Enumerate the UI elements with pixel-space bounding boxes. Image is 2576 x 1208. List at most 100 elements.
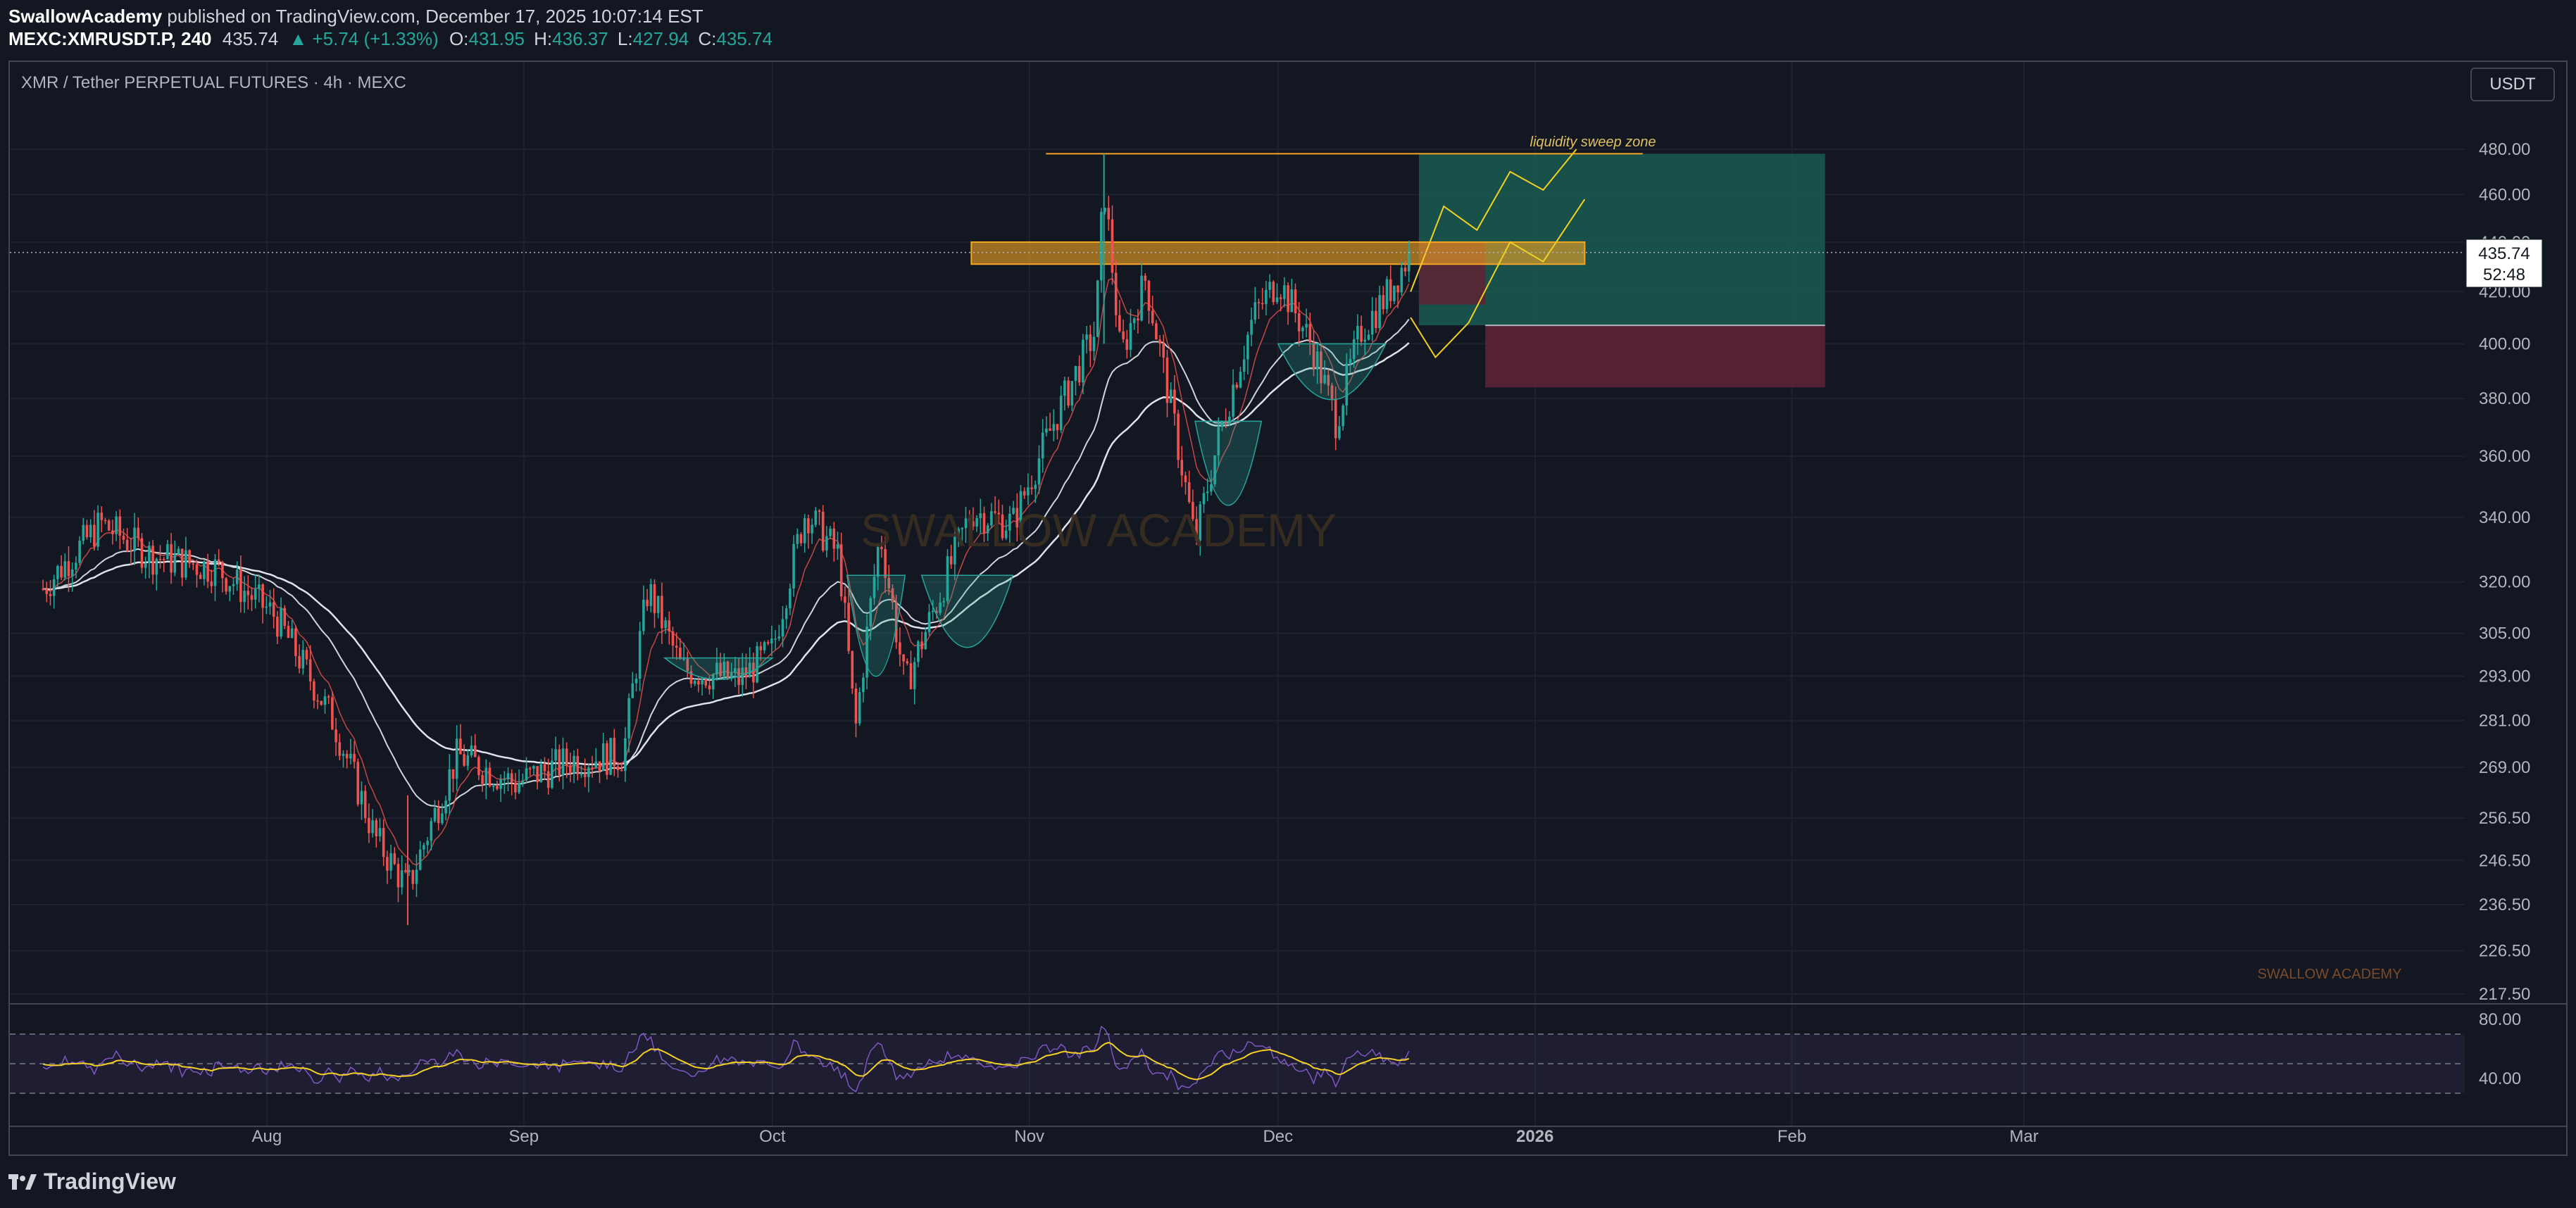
time-tick-label: Mar [2009, 1127, 2038, 1146]
candle-down [1049, 428, 1051, 431]
candle-up [979, 513, 982, 519]
candle-down [261, 584, 264, 608]
candle-down [104, 520, 107, 522]
candle-up [1132, 318, 1136, 323]
candle-down [459, 738, 462, 755]
candle-up [1253, 302, 1257, 320]
candle-down [569, 765, 572, 774]
candle-down [894, 602, 898, 643]
candle-down [675, 646, 678, 648]
candle-down [331, 697, 334, 730]
candle-down [887, 577, 891, 589]
candle-up [1100, 211, 1103, 281]
time-tick-label: Nov [1014, 1127, 1044, 1146]
instrument-title[interactable]: XMR / Tether PERPETUAL FUTURES · 4h · ME… [21, 73, 406, 92]
candle-up [627, 698, 630, 738]
price-tick-label: 281.00 [2479, 712, 2530, 731]
candle-down [689, 671, 693, 684]
candle-down [287, 626, 290, 638]
candle-up [931, 610, 934, 612]
candle-up [185, 550, 187, 578]
candle-down [162, 559, 165, 560]
candle-down [1155, 323, 1158, 340]
rsi-tick-label: 40.00 [2479, 1069, 2521, 1088]
candle-down [708, 685, 711, 690]
candle-up [503, 779, 506, 781]
candle-up [1202, 493, 1206, 505]
candle-down [1195, 519, 1198, 541]
candle-down [356, 762, 360, 805]
candle-down [1192, 502, 1194, 520]
candle-up [1008, 513, 1011, 531]
candle-down [122, 536, 125, 540]
author-name[interactable]: SwallowAcademy [8, 6, 163, 27]
candle-up [730, 673, 733, 679]
candle-down [1224, 421, 1227, 424]
candle-down [646, 599, 649, 607]
candle-up [1385, 279, 1389, 310]
candle-up [301, 650, 305, 669]
candle-up [177, 548, 180, 555]
candle-up [601, 743, 605, 772]
candle-down [847, 603, 850, 651]
watermark-center: SWALLOW ACADEMY [861, 504, 1337, 556]
candle-down [298, 655, 301, 669]
candle-up [784, 608, 788, 619]
ema-mid-line [43, 318, 1410, 808]
candle-down [451, 769, 455, 779]
candle-up [78, 541, 81, 563]
candle-up [624, 738, 627, 771]
tradingview-logo-icon [8, 1174, 37, 1190]
candle-down [272, 602, 275, 617]
candle-down [997, 512, 1001, 515]
candle-down [137, 527, 140, 539]
candle-up [1199, 504, 1202, 541]
candle-up [378, 828, 382, 836]
candle-up [539, 764, 543, 783]
candle-up [609, 738, 612, 775]
candle-down [1396, 285, 1399, 293]
candle-up [1315, 351, 1319, 370]
candle-down [1122, 331, 1125, 339]
last-price: 435.74 [222, 28, 279, 49]
candle-down [496, 786, 499, 789]
candle-up [1034, 484, 1037, 489]
candle-down [294, 628, 297, 656]
candle-down [437, 807, 440, 824]
candle-up [133, 527, 136, 552]
candle-down [382, 828, 385, 857]
time-axis[interactable]: Aug Sep Oct Nov Dec 2026 Feb Mar [252, 1127, 2039, 1146]
candle-up [1407, 250, 1411, 272]
ohlc-line: MEXC:XMRUSDT.P, 240 435.74 ▲ +5.74 (+1.3… [8, 28, 773, 50]
candle-down [463, 754, 465, 766]
candle-down [1147, 280, 1151, 311]
candle-up [441, 813, 444, 824]
candle-up [360, 791, 363, 805]
candle-down [338, 742, 342, 756]
candle-down [195, 564, 199, 575]
candle-down [818, 510, 821, 512]
last-price-tag-value: 435.74 [2478, 244, 2530, 263]
candle-up [155, 558, 158, 575]
price-tick-label: 269.00 [2479, 758, 2530, 777]
tradingview-brand[interactable]: TradingView [8, 1169, 176, 1195]
candle-down [225, 578, 227, 592]
candle-up [1367, 334, 1370, 340]
candle-down [334, 729, 337, 743]
candle-down [949, 556, 953, 565]
candle-up [858, 692, 861, 724]
candle-down [536, 766, 539, 783]
candle-down [704, 679, 708, 686]
candle-down [125, 539, 129, 550]
candle-down [613, 738, 616, 767]
change-value: ▲ +5.74 (+1.33%) [289, 28, 439, 49]
candle-down [1279, 297, 1282, 299]
candle-down [807, 518, 810, 534]
currency-button[interactable]: USDT [2470, 68, 2555, 101]
candle-up [554, 749, 557, 761]
candle-up [1301, 327, 1304, 332]
candle-up [631, 683, 634, 698]
brand-name: TradingView [44, 1169, 176, 1194]
candle-down [994, 511, 996, 513]
